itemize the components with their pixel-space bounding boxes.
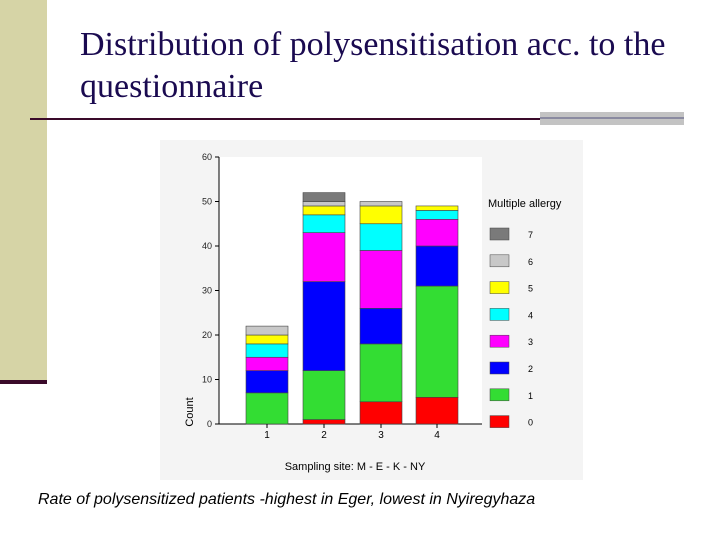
bar-segment (245, 325, 289, 336)
bar-segment (359, 223, 403, 251)
x-tick-label: 2 (321, 430, 327, 441)
y-tick-label: 50 (202, 197, 212, 207)
bar-segment (245, 356, 289, 371)
legend-swatch (489, 415, 510, 428)
legend-swatch (489, 227, 510, 241)
legend-label: 7 (528, 230, 533, 240)
y-tick-label: 20 (202, 330, 212, 340)
x-tick-label: 4 (434, 430, 440, 441)
legend-swatch (489, 361, 510, 375)
legend-swatch (489, 308, 510, 321)
x-tick-label: 1 (264, 430, 270, 441)
legend-swatch (489, 334, 510, 348)
bar-segment (245, 343, 289, 358)
legend-label: 6 (528, 257, 533, 267)
bar-segment (359, 201, 403, 207)
bar-segment (245, 392, 289, 425)
y-axis-label: Count (184, 397, 196, 426)
legend-title: Multiple allergy (488, 198, 562, 210)
legend-swatch (489, 254, 510, 268)
bar-segment (302, 201, 346, 207)
bar-segment (359, 250, 403, 309)
bar-segment (302, 232, 346, 282)
slide-caption: Rate of polysensitized patients -highest… (38, 491, 536, 508)
legend-swatch (489, 388, 510, 402)
bar-segment (245, 370, 289, 394)
bar-segment (415, 210, 459, 220)
legend-label: 1 (528, 391, 533, 401)
bar-segment (415, 205, 459, 211)
legend-swatch (489, 281, 510, 294)
legend-label: 0 (528, 418, 533, 428)
bar-segment (245, 334, 289, 345)
legend-label: 3 (528, 337, 533, 347)
decorative-side-underline (0, 380, 47, 384)
y-tick-label: 0 (207, 419, 212, 429)
bar-segment (302, 192, 346, 202)
title-divider-accent-line (540, 117, 684, 119)
bar-segment (415, 285, 459, 398)
bar-segment (359, 401, 403, 425)
bar-segment (415, 245, 459, 287)
x-tick-label: 3 (378, 430, 384, 441)
bar-segment (415, 219, 459, 247)
legend-label: 5 (528, 284, 533, 294)
title-divider (30, 118, 540, 120)
x-axis-label: Sampling site: M - E - K - NY (285, 461, 426, 473)
bar-segment (359, 205, 403, 225)
y-tick-label: 40 (202, 241, 212, 251)
bar-segment (302, 370, 346, 420)
bar-segment (302, 214, 346, 233)
bar-segment (302, 419, 346, 425)
bar-segment (359, 308, 403, 345)
chart-panel: 0 10 20 30 40 50 60 Count 1 2 3 4 Sampling site: M -… (160, 140, 583, 480)
bar-segment (302, 205, 346, 216)
slide-title: Distribution of polysensitisation acc. t… (80, 26, 666, 105)
legend-label: 4 (528, 310, 533, 320)
legend-label: 2 (528, 364, 533, 374)
y-tick-label: 10 (202, 375, 212, 385)
y-tick-label: 30 (202, 286, 212, 296)
y-tick-label: 60 (202, 152, 212, 162)
bar-segment (359, 343, 403, 403)
bar-segment (302, 281, 346, 371)
decorative-side-band (0, 0, 47, 382)
bar-segment (415, 396, 459, 425)
